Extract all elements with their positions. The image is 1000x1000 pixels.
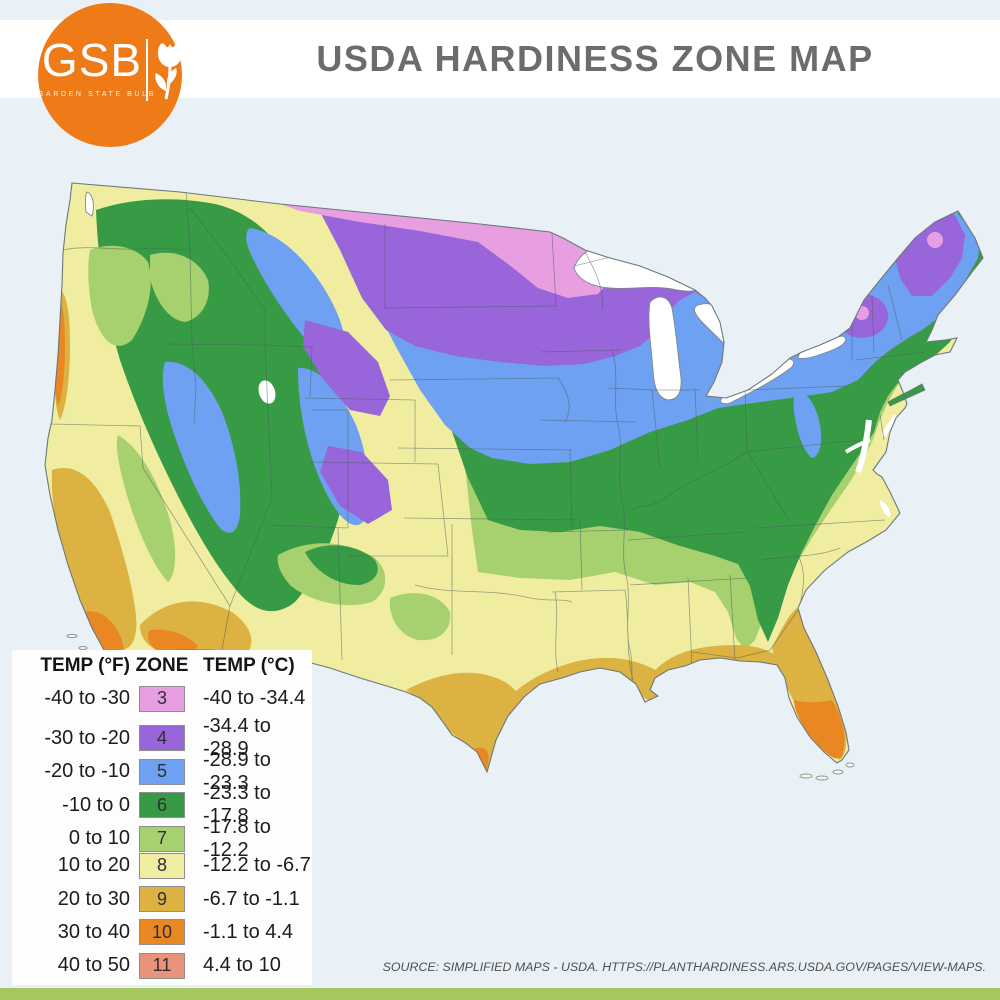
legend-row: 0 to 10 7 -17.8 to -12.2: [12, 816, 312, 861]
legend-row: -20 to -10 5 -28.9 to -23.3: [12, 749, 312, 794]
offshore-islands: [66, 634, 855, 781]
zone-swatch: 9: [139, 886, 185, 913]
florida-key: [815, 775, 829, 781]
source-attribution: SOURCE: SIMPLIFIED MAPS - USDA. HTTPS://…: [382, 960, 986, 974]
nv-zone5-patch: [162, 361, 241, 533]
long-island: [887, 383, 926, 407]
florida-key: [845, 762, 855, 768]
ca-foothill-zone7: [116, 435, 176, 582]
zone-swatch: 6: [139, 792, 185, 819]
legend-row: -40 to -30 3 -40 to -34.4: [12, 682, 312, 715]
ca-zone9: [51, 467, 137, 650]
temp-f-range: 0 to 10: [68, 827, 130, 850]
page-title: USDA HARDINESS ZONE MAP: [316, 38, 874, 79]
florida-key: [799, 773, 813, 779]
tulip-icon: [155, 43, 182, 100]
temp-f-range: -30 to -20: [44, 726, 130, 749]
az-sw-zone10: [148, 629, 198, 653]
wy-zone4-blob: [303, 320, 390, 416]
or-east-zone7: [150, 252, 209, 322]
sfl-zone10: [794, 700, 845, 759]
potomac-river: [844, 438, 871, 454]
zone-swatch: 11: [139, 952, 185, 979]
temp-c-range: -17.8 to -12.2: [203, 815, 271, 861]
legend-header-temp-c: TEMP (°C): [203, 655, 295, 676]
legend-row: 40 to 50 11 4.4 to 10: [12, 949, 312, 982]
zone-swatch: 10: [139, 919, 185, 946]
temp-f-range: -20 to -10: [44, 760, 130, 783]
pamlico-sound: [880, 500, 891, 518]
appalachian-zone5-ridge: [793, 391, 822, 458]
legend-header-temp-f: TEMP (°F): [40, 655, 130, 676]
temp-f-range: 40 to 50: [57, 954, 130, 977]
zone-band-3: [280, 204, 612, 298]
legend-rows: -40 to -30 3 -40 to -34.4 -30 to -20 4 -34.4 …: [12, 682, 312, 983]
legend-row: 10 to 20 8 -12.2 to -6.7: [12, 849, 312, 882]
zone-swatch: 3: [139, 685, 185, 712]
temp-f-range: -40 to -30: [44, 687, 130, 710]
temp-f-range: -10 to 0: [62, 793, 130, 816]
zone-swatch: 7: [139, 825, 185, 852]
temp-f-range: 20 to 30: [57, 887, 130, 910]
temp-f-range: 10 to 20: [57, 854, 130, 877]
logo-tagline: GARDEN STATE BULB: [38, 91, 156, 98]
channel-island: [66, 634, 78, 638]
temp-f-range: 30 to 40: [57, 920, 130, 943]
zone-swatch: 8: [139, 852, 185, 879]
tx-zone9: [406, 672, 522, 770]
temp-c-range: -1.1 to 4.4: [203, 920, 294, 943]
legend-panel: TEMP (°F) ZONE TEMP (°C) -40 to -30 3 -40 …: [12, 650, 312, 985]
delaware-bay: [881, 414, 899, 437]
state-borders: [49, 189, 926, 691]
legend-row: -10 to 0 6 -23.3 to -17.8: [12, 782, 312, 827]
maine-zone3-spot: [927, 232, 943, 248]
temp-c-range: -34.4 to -28.9: [203, 715, 271, 761]
logo-divider: [146, 39, 148, 101]
zone-swatch: 5: [139, 758, 185, 785]
lake-michigan: [648, 296, 682, 401]
legend-row: -30 to -20 4 -34.4 to -28.9: [12, 715, 312, 760]
nm-east-zone7: [389, 593, 451, 641]
zone-swatch: 4: [139, 725, 185, 752]
legend-row: 20 to 30 9 -6.7 to -1.1: [12, 882, 312, 915]
gsb-logo: GSB GARDEN STATE BULB: [38, 3, 182, 147]
chesapeake-bay: [855, 419, 872, 474]
mogollon-zone6: [305, 545, 378, 586]
bottom-accent-bar: [0, 988, 1000, 1000]
puget-sound: [84, 191, 94, 217]
temp-c-range: -40 to -34.4: [203, 687, 306, 710]
co-zone4-blob: [320, 446, 392, 524]
chesapeake-bays: [844, 414, 899, 474]
logo-abbr: GSB: [41, 34, 143, 86]
temp-c-range: -28.9 to -23.3: [203, 748, 271, 794]
channel-island: [78, 646, 88, 650]
legend-row: 30 to 40 10 -1.1 to 4.4: [12, 916, 312, 949]
temp-c-range: -6.7 to -1.1: [203, 887, 300, 910]
legend-header: TEMP (°F) ZONE TEMP (°C): [12, 650, 312, 682]
temp-c-range: -23.3 to -17.8: [203, 782, 271, 828]
temp-c-range: -12.2 to -6.7: [203, 854, 311, 877]
legend-header-zone: ZONE: [135, 655, 189, 676]
wa-valley-zone7: [88, 245, 151, 346]
temp-c-range: 4.4 to 10: [203, 954, 281, 977]
lake-superior: [573, 242, 705, 292]
florida-key: [832, 769, 844, 775]
